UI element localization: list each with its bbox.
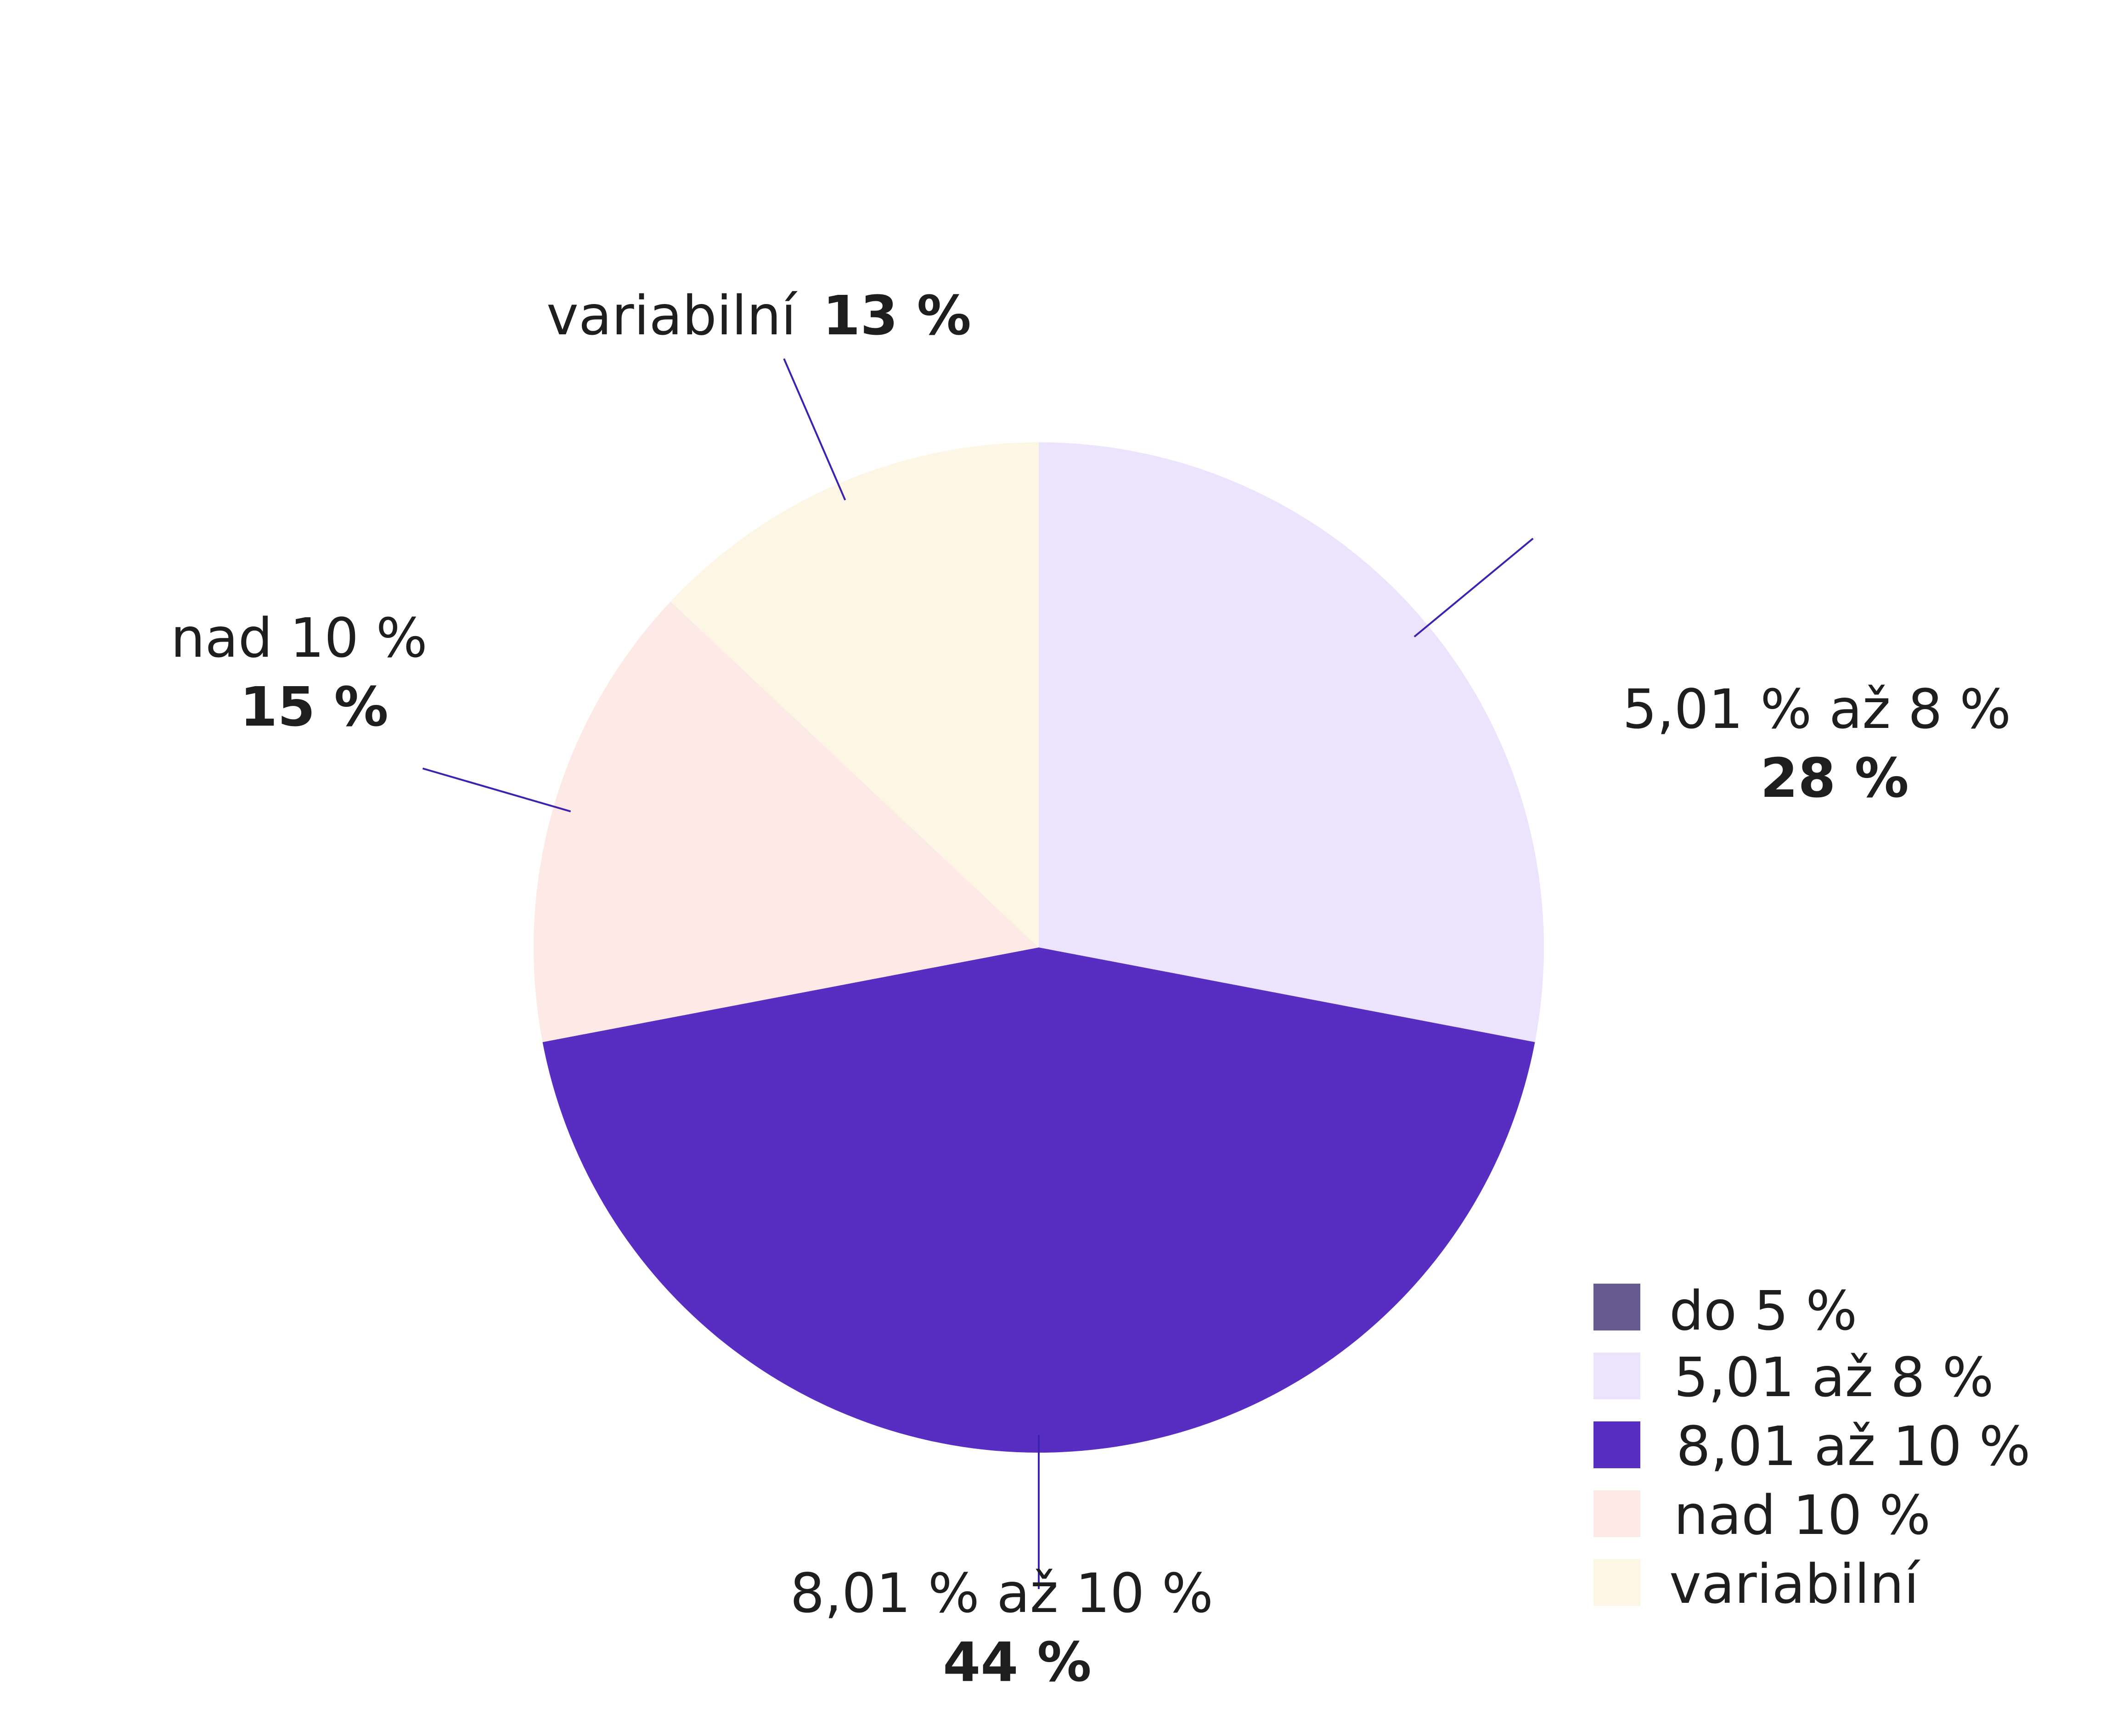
leader-lines <box>422 358 1534 1589</box>
slice-label-8-10: 8,01 % až 10 % 44 % <box>790 1561 1231 1694</box>
legend-label-4: variabilní <box>1669 1552 1920 1616</box>
legend-label-3: nad 10 % <box>1674 1483 1931 1547</box>
legend-swatch-1 <box>1593 1353 1640 1399</box>
slice-label-5-8: 5,01 % až 8 % 28 % <box>1622 677 2028 810</box>
legend-label-0: do 5 % <box>1669 1279 1857 1342</box>
slice-label-nad-10-name: nad 10 % <box>171 606 428 670</box>
slice-label-nad-10: nad 10 % 15 % <box>171 606 445 738</box>
legend-label-2: 8,01 až 10 % <box>1676 1415 2031 1478</box>
slice-label-variabilni-name: variabilní <box>546 284 798 347</box>
pie-slice-nad-10 <box>534 601 1039 1043</box>
pie-slice-variabilni <box>670 442 1039 947</box>
leader-line-variabilni <box>783 358 846 501</box>
leader-line-nad-10 <box>422 767 571 812</box>
legend-swatch-4 <box>1593 1559 1640 1606</box>
slice-label-8-10-value: 44 % <box>943 1630 1092 1694</box>
pie-slices <box>534 442 1544 1453</box>
slice-label-nad-10-value: 15 % <box>240 675 388 738</box>
slice-label-variabilni-value: 13 % <box>822 284 971 347</box>
legend-swatch-0 <box>1593 1284 1640 1330</box>
leader-line-5-8 <box>1413 537 1534 637</box>
legend: do 5 % 5,01 až 8 % 8,01 až 10 % nad 10 %… <box>1593 1279 2031 1616</box>
pie-slice-5-8 <box>1039 442 1544 1043</box>
slice-label-5-8-value: 28 % <box>1760 746 1909 810</box>
legend-label-1: 5,01 až 8 % <box>1674 1346 1994 1409</box>
slice-label-8-10-name: 8,01 % až 10 % <box>790 1561 1213 1625</box>
legend-swatch-2 <box>1593 1421 1640 1468</box>
slice-label-5-8-name: 5,01 % až 8 % <box>1622 677 2011 741</box>
legend-swatch-3 <box>1593 1490 1640 1537</box>
slice-label-variabilni: variabilní 13 % <box>546 284 971 347</box>
pie-slice-8-10 <box>542 947 1535 1453</box>
